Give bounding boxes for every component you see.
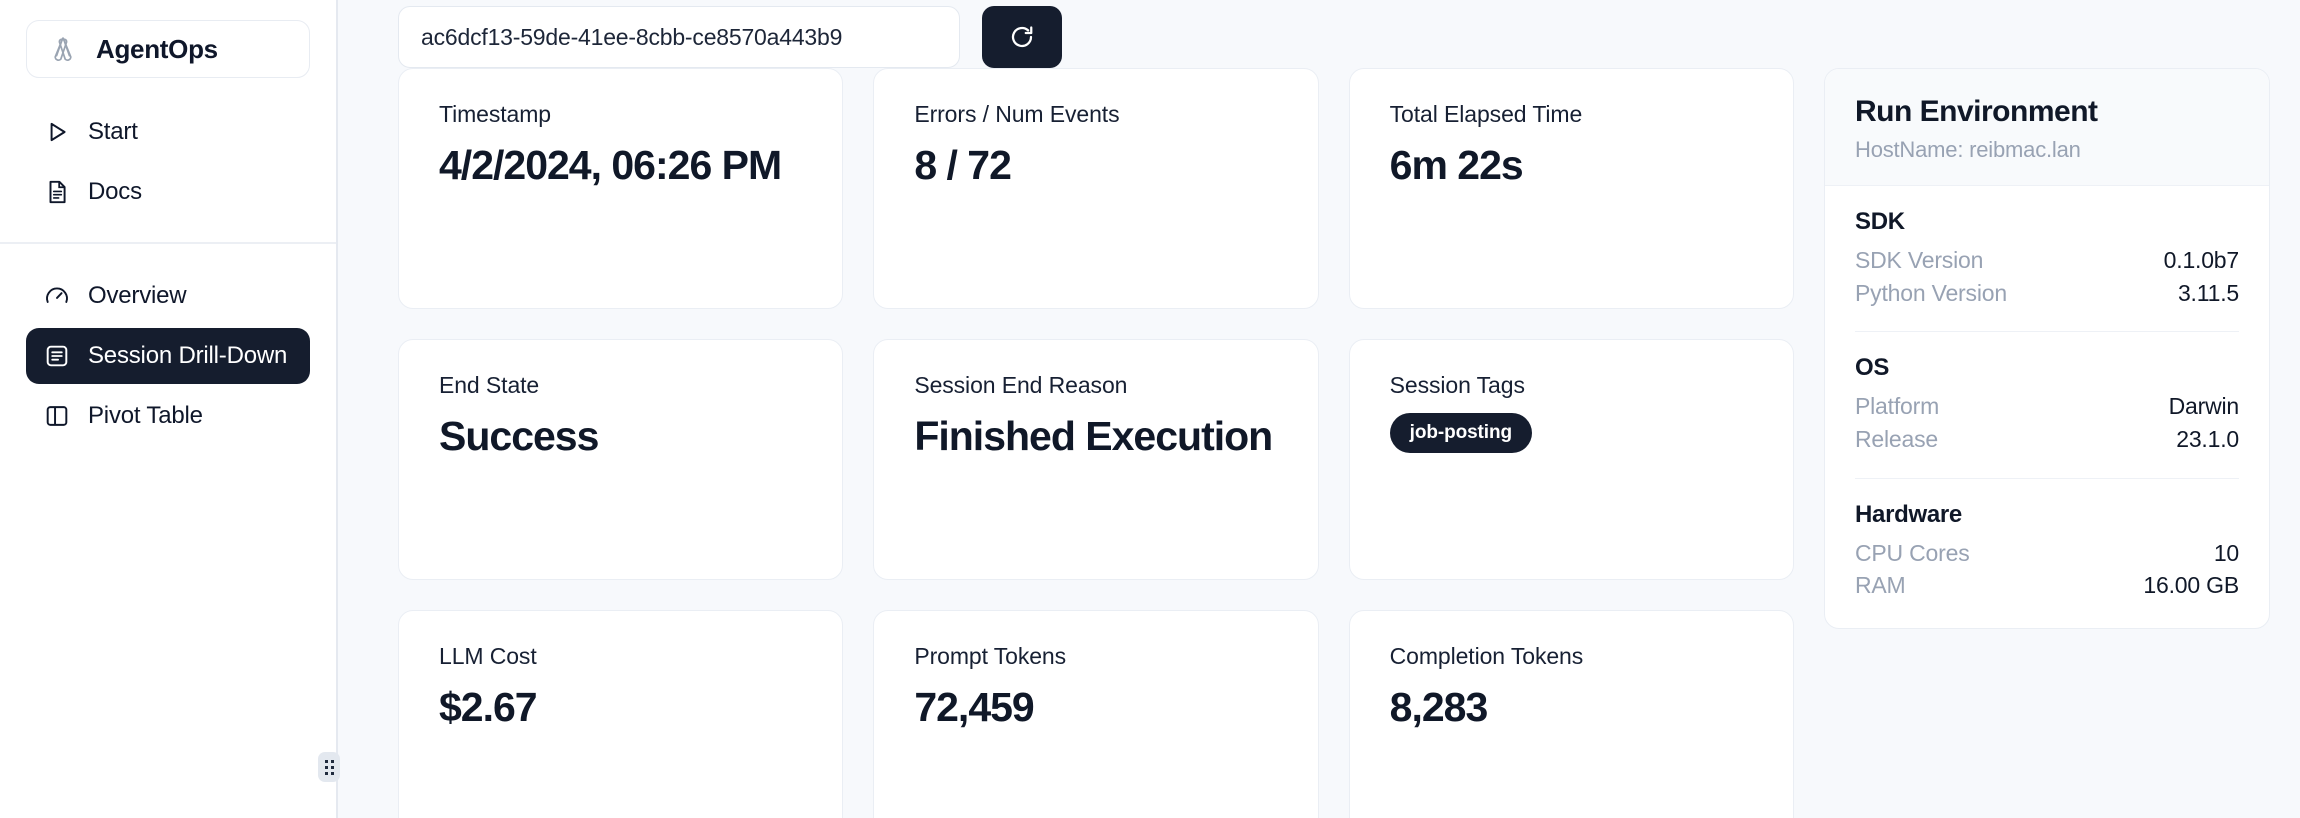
sidebar-item-pivot-table-label: Pivot Table [88,401,203,429]
sidebar-resize-handle[interactable] [318,752,340,782]
card-value: 4/2/2024, 06:26 PM [439,142,782,188]
env-row: Release 23.1.0 [1855,423,2239,456]
env-key: Python Version [1855,279,2007,306]
metric-cards-grid: Timestamp 4/2/2024, 06:26 PM Errors / Nu… [398,68,1794,818]
run-environment-hostname: HostName: reibmac.lan [1855,137,2081,162]
page-title: Run Environment [1855,95,2098,128]
list-panel-icon [46,345,68,366]
agentops-logo-icon [54,37,72,61]
sidebar-nav-group: Overview Session Drill-Down Pivot Table [26,244,310,444]
env-section-os: OS Platform Darwin Release 23.1.0 [1855,331,2239,455]
card-session-tags: Session Tags job-posting [1348,339,1794,580]
session-tag-list: job-posting [1389,413,1753,453]
env-section-title: SDK [1855,208,1905,235]
env-row: Platform Darwin [1855,390,2239,423]
card-value: 8,283 [1389,684,1489,730]
card-llm-cost: LLM Cost $2.67 [398,610,844,818]
env-value: 3.11.5 [2177,279,2239,306]
sidebar-top-group: Start Docs [26,78,310,220]
card-label: Total Elapsed Time [1389,101,1583,127]
card-value: Success [439,413,599,459]
brand-name: AgentOps [96,33,218,64]
gauge-icon [46,287,68,303]
card-label: End State [439,372,540,398]
env-key: RAM [1855,572,1906,599]
sidebar-item-docs[interactable]: Docs [26,164,310,220]
brand-button[interactable]: AgentOps [26,20,310,78]
card-label: LLM Cost [439,643,537,669]
play-triangle-icon [50,122,66,142]
env-value: Darwin [2168,393,2240,420]
card-label: Session End Reason [914,372,1128,398]
session-id-input[interactable] [398,6,960,68]
env-row: RAM 16.00 GB [1855,569,2239,602]
env-section-sdk: SDK SDK Version 0.1.0b7 Python Version 3… [1855,208,2239,309]
env-value: 16.00 GB [2143,572,2239,599]
env-section-hardware: Hardware CPU Cores 10 RAM 16.00 GB [1855,477,2239,602]
card-errors-num-events: Errors / Num Events 8 / 72 [873,68,1319,309]
env-section-title: OS [1855,354,1890,382]
sidebar: AgentOps Start Docs [0,0,340,818]
refresh-icon [1011,26,1033,48]
sidebar-item-start[interactable]: Start [26,104,310,160]
card-label: Session Tags [1389,372,1525,398]
sidebar-item-overview[interactable]: Overview [26,268,310,324]
env-key: CPU Cores [1855,539,1970,566]
topbar [338,0,2300,68]
env-key: SDK Version [1855,247,1984,273]
card-label: Timestamp [439,101,551,127]
status-badge[interactable]: job-posting [1389,413,1532,453]
run-environment-panel: Run Environment HostName: reibmac.lan SD… [1824,68,2270,629]
env-key: Platform [1855,393,1940,420]
env-row: SDK Version 0.1.0b7 [1855,244,2239,277]
card-label: Completion Tokens [1389,643,1584,669]
card-value: Finished Execution [914,413,1273,459]
sidebar-item-session-drill-down-label: Session Drill-Down [88,341,288,369]
sidebar-item-overview-label: Overview [88,281,187,309]
run-environment-header: Run Environment HostName: reibmac.lan [1825,69,2269,186]
run-environment-body: SDK SDK Version 0.1.0b7 Python Version 3… [1825,186,2269,628]
refresh-button[interactable] [982,6,1062,68]
card-total-elapsed-time: Total Elapsed Time 6m 22s [1348,68,1794,309]
env-section-title: Hardware [1855,500,1962,528]
sidebar-item-docs-label: Docs [88,178,142,205]
env-key: Release [1855,425,1938,452]
sidebar-divider [0,242,336,244]
sidebar-item-start-label: Start [88,118,138,145]
sidebar-item-session-drill-down[interactable]: Session Drill-Down [26,327,310,384]
card-completion-tokens: Completion Tokens 8,283 [1348,610,1794,818]
content-area: Timestamp 4/2/2024, 06:26 PM Errors / Nu… [338,68,2300,818]
env-value: 0.1.0b7 [2163,247,2240,273]
main-content: Timestamp 4/2/2024, 06:26 PM Errors / Nu… [338,0,2300,818]
env-value: 23.1.0 [2176,425,2239,452]
env-row: Python Version 3.11.5 [1855,277,2239,310]
sidebar-item-pivot-table[interactable]: Pivot Table [26,388,310,444]
env-value: 10 [2213,539,2239,566]
env-row: CPU Cores 10 [1855,537,2239,570]
card-end-state: End State Success [398,339,844,580]
card-value: $2.67 [439,684,538,730]
card-label: Prompt Tokens [914,643,1067,669]
card-value: 8 / 72 [914,142,1012,188]
card-prompt-tokens: Prompt Tokens 72,459 [873,610,1319,818]
card-session-end-reason: Session End Reason Finished Execution [873,339,1319,580]
document-icon [49,180,66,204]
columns-icon [46,405,68,426]
card-value: 72,459 [914,684,1034,730]
card-value: 6m 22s [1389,142,1524,188]
drag-dots-icon [324,759,334,775]
card-label: Errors / Num Events [914,101,1120,127]
card-timestamp: Timestamp 4/2/2024, 06:26 PM [398,68,844,309]
